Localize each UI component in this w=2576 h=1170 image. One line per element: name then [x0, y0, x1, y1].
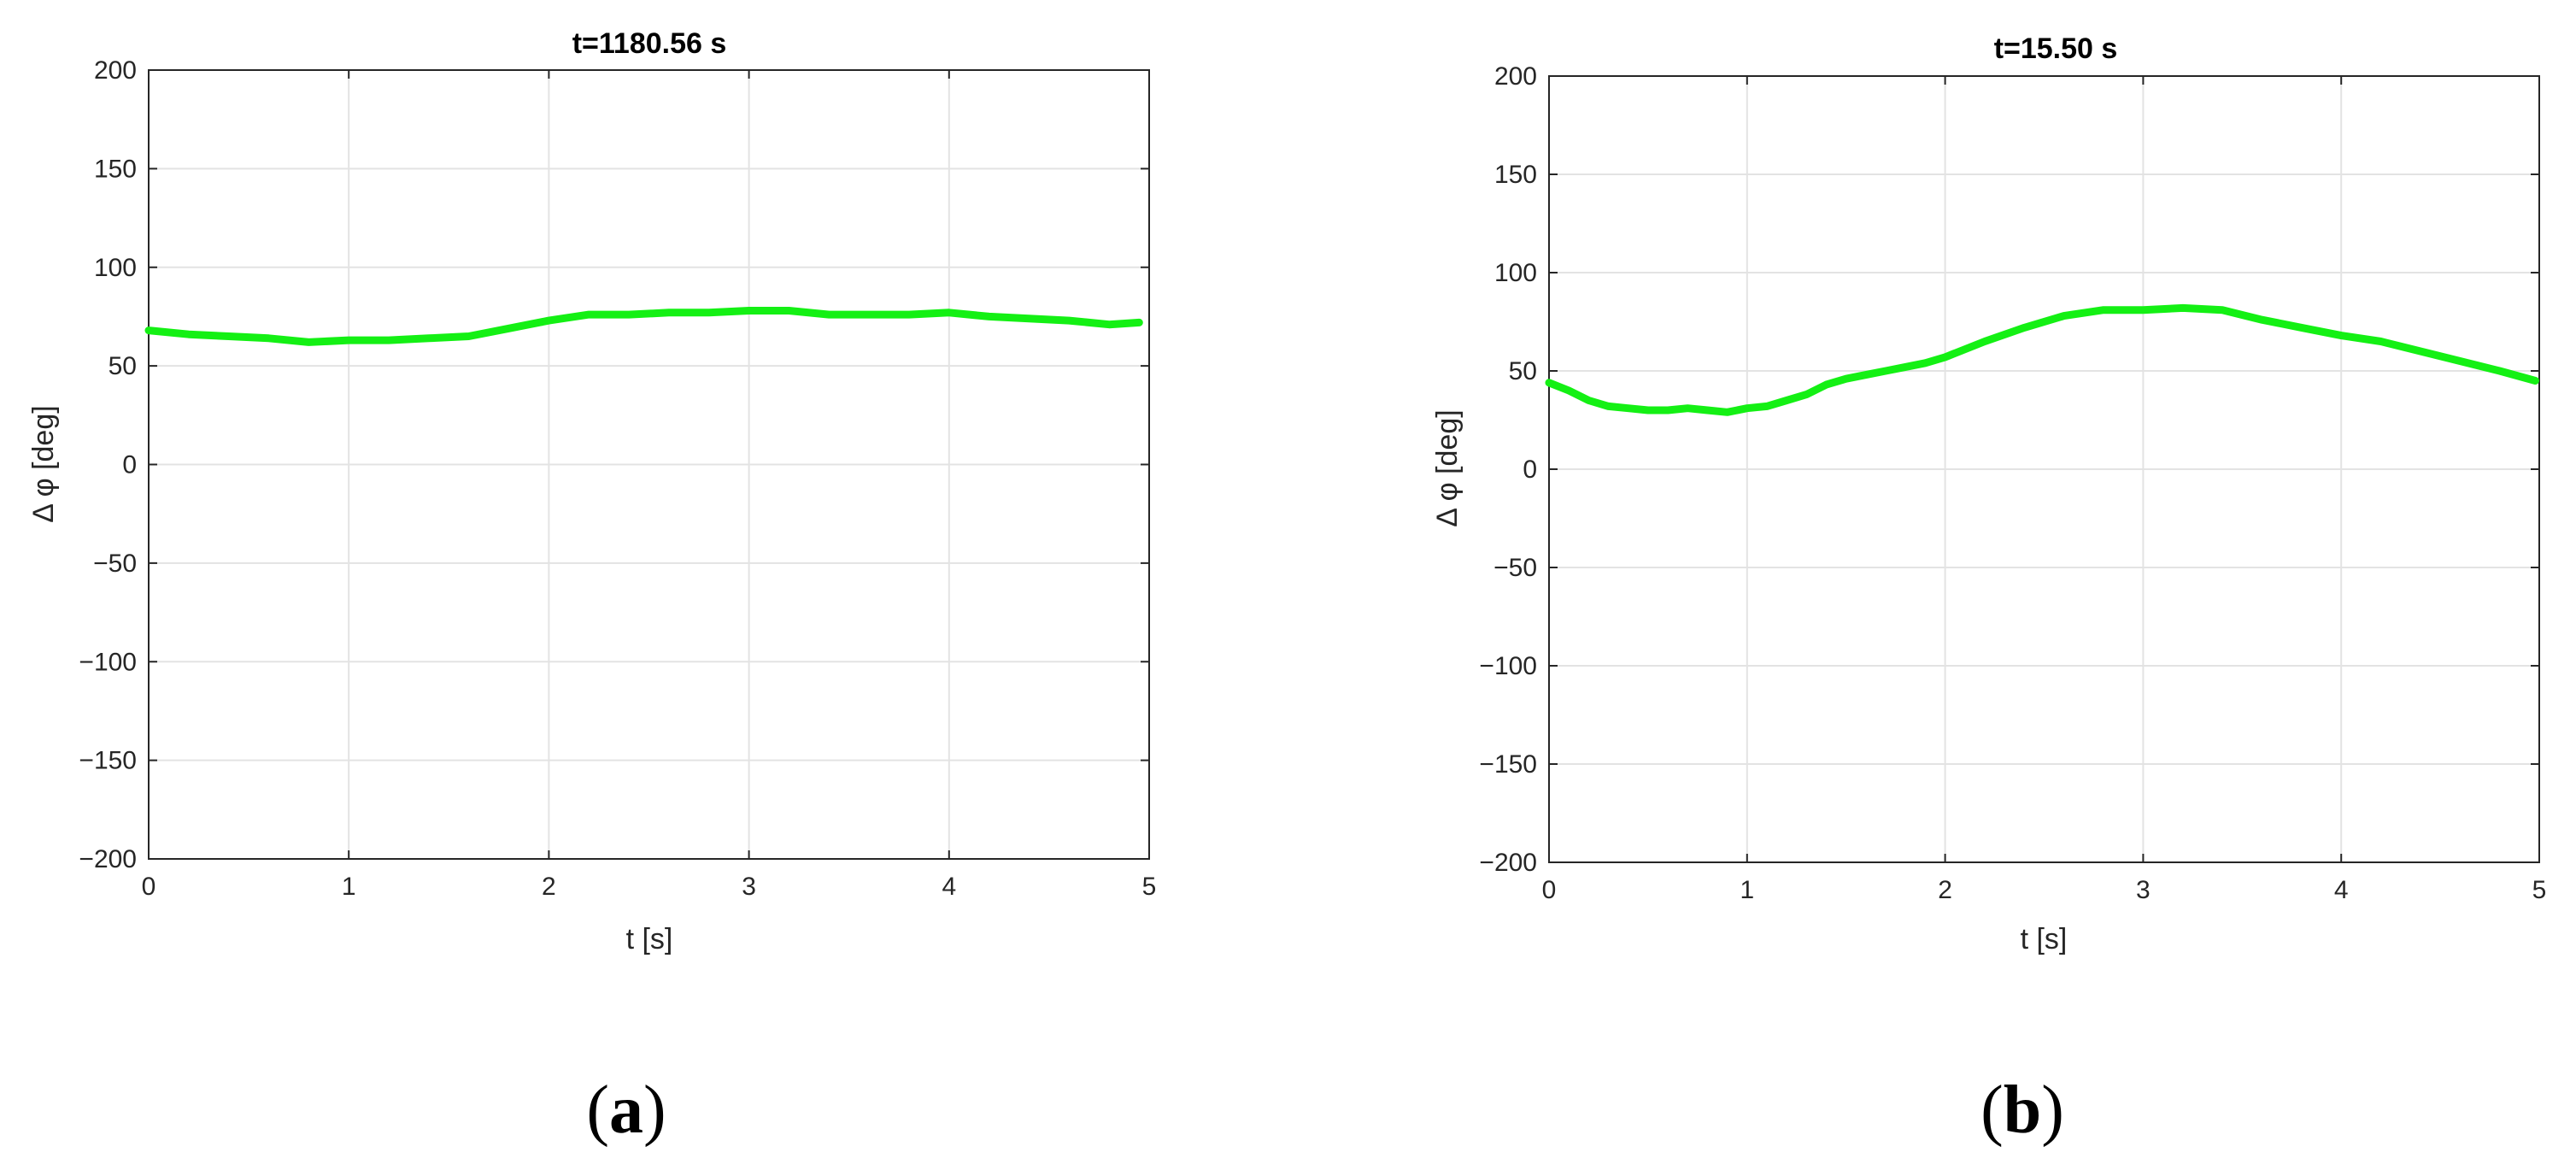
chart-b-y-ticks: −200 −150 −100 −50 0 50 100 150 200 [1479, 62, 2539, 877]
chart-b-panel-letter: b [2004, 1073, 2042, 1148]
chart-a-y-ticks: −200 −150 −100 −50 0 50 100 150 200 [79, 56, 1149, 873]
chart-panel-b: t=15.50 s −200 −150 −100 −50 0 50 100 150 200 0 1… [1431, 32, 2546, 1148]
y-tick-label: 100 [94, 254, 137, 282]
x-tick-label: 2 [1938, 876, 1952, 904]
chart-b-series [1545, 303, 2539, 416]
y-tick-label: −150 [79, 747, 137, 775]
y-tick-label: −100 [1479, 652, 1537, 680]
y-tick-label: −200 [1479, 849, 1537, 877]
x-tick-label: 0 [142, 873, 156, 901]
x-tick-label: 1 [1740, 876, 1754, 904]
x-tick-label: 5 [1142, 873, 1157, 901]
y-tick-label: 150 [94, 155, 137, 183]
chart-b-title: t=15.50 s [1994, 32, 2118, 65]
y-tick-label: −50 [1493, 554, 1537, 582]
y-tick-label: −150 [1479, 750, 1537, 779]
series-line [1545, 303, 2539, 416]
x-tick-label: 1 [342, 873, 356, 901]
x-tick-label: 3 [742, 873, 756, 901]
chart-a-panel-label: (a) [586, 1073, 666, 1148]
y-tick-label: 0 [122, 451, 137, 479]
x-tick-label: 2 [542, 873, 556, 901]
chart-b-gridlines [1549, 76, 2539, 862]
y-tick-label: 200 [94, 56, 137, 85]
chart-b-x-ticks: 0 1 2 3 4 5 [1542, 76, 2547, 904]
x-tick-label: 4 [942, 873, 956, 901]
y-tick-label: 100 [1494, 259, 1537, 287]
y-tick-label: 150 [1494, 161, 1537, 189]
y-tick-label: 200 [1494, 62, 1537, 91]
y-tick-label: 50 [109, 352, 137, 380]
chart-b-y-axis-label: Δ φ [deg] [1431, 409, 1464, 526]
chart-a-x-ticks: 0 1 2 3 4 5 [142, 70, 1157, 901]
x-tick-label: 0 [1542, 876, 1557, 904]
x-tick-label: 5 [2532, 876, 2547, 904]
chart-a-y-axis-label: Δ φ [deg] [27, 405, 60, 522]
chart-a-panel-letter: a [609, 1073, 643, 1148]
chart-a-x-axis-label: t [s] [626, 923, 673, 955]
chart-b-x-axis-label: t [s] [2021, 923, 2068, 955]
chart-panel-a: t=1180.56 s −200−150−100−50050100150200 … [27, 27, 1156, 1148]
y-tick-label: −50 [93, 550, 137, 578]
chart-a-series [144, 307, 1143, 346]
y-tick-label: 50 [1509, 357, 1537, 385]
series-line [144, 307, 1143, 346]
chart-b-panel-label: (b) [1980, 1073, 2064, 1148]
y-tick-label: −100 [79, 648, 137, 676]
chart-a-gridlines [149, 70, 1149, 859]
y-tick-label: −200 [79, 845, 137, 873]
x-tick-label: 3 [2136, 876, 2151, 904]
chart-a-title: t=1180.56 s [572, 27, 727, 60]
y-tick-label: 0 [1523, 456, 1537, 484]
x-tick-label: 4 [2334, 876, 2349, 904]
